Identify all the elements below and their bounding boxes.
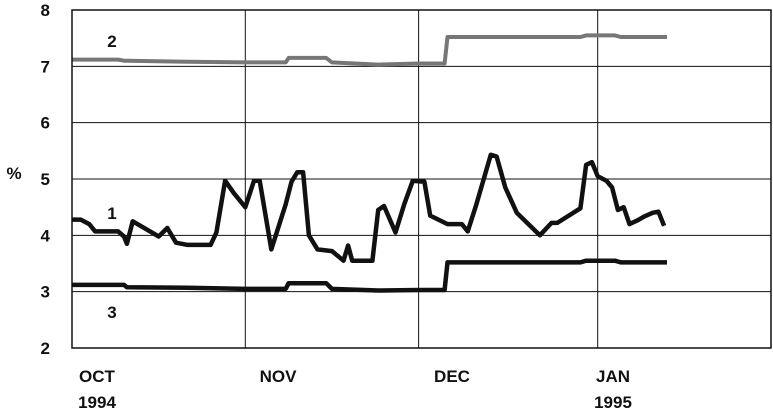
series-1-label: 1 bbox=[107, 204, 116, 223]
x-tick-year-label: 1995 bbox=[594, 393, 632, 412]
x-tick-label: OCT bbox=[79, 367, 116, 386]
plot-frame bbox=[71, 9, 772, 349]
series-2-label: 2 bbox=[107, 32, 116, 51]
x-tick-label: DEC bbox=[434, 367, 470, 386]
series-layer bbox=[72, 33, 667, 293]
y-tick-label: 3 bbox=[41, 283, 50, 302]
y-tick-label: 7 bbox=[41, 57, 50, 76]
series-3-line bbox=[72, 258, 667, 293]
x-tick-label: NOV bbox=[260, 367, 298, 386]
y-axis-label: % bbox=[6, 164, 21, 183]
series-1-line bbox=[72, 152, 667, 263]
x-tick-year-label: 1994 bbox=[78, 393, 116, 412]
y-tick-label: 6 bbox=[41, 114, 50, 133]
series-3-label: 3 bbox=[107, 303, 116, 322]
x-tick-label: JAN bbox=[596, 367, 630, 386]
series-2-line bbox=[72, 33, 667, 67]
y-tick-label: 5 bbox=[41, 170, 50, 189]
axis-layer: 2 3 4 5 6 7 8 OCT 1994 NOV DEC JAN 1995 bbox=[41, 1, 772, 412]
y-tick-label: 8 bbox=[41, 1, 50, 20]
y-tick-label: 4 bbox=[41, 226, 51, 245]
y-tick-label: 2 bbox=[41, 339, 50, 358]
